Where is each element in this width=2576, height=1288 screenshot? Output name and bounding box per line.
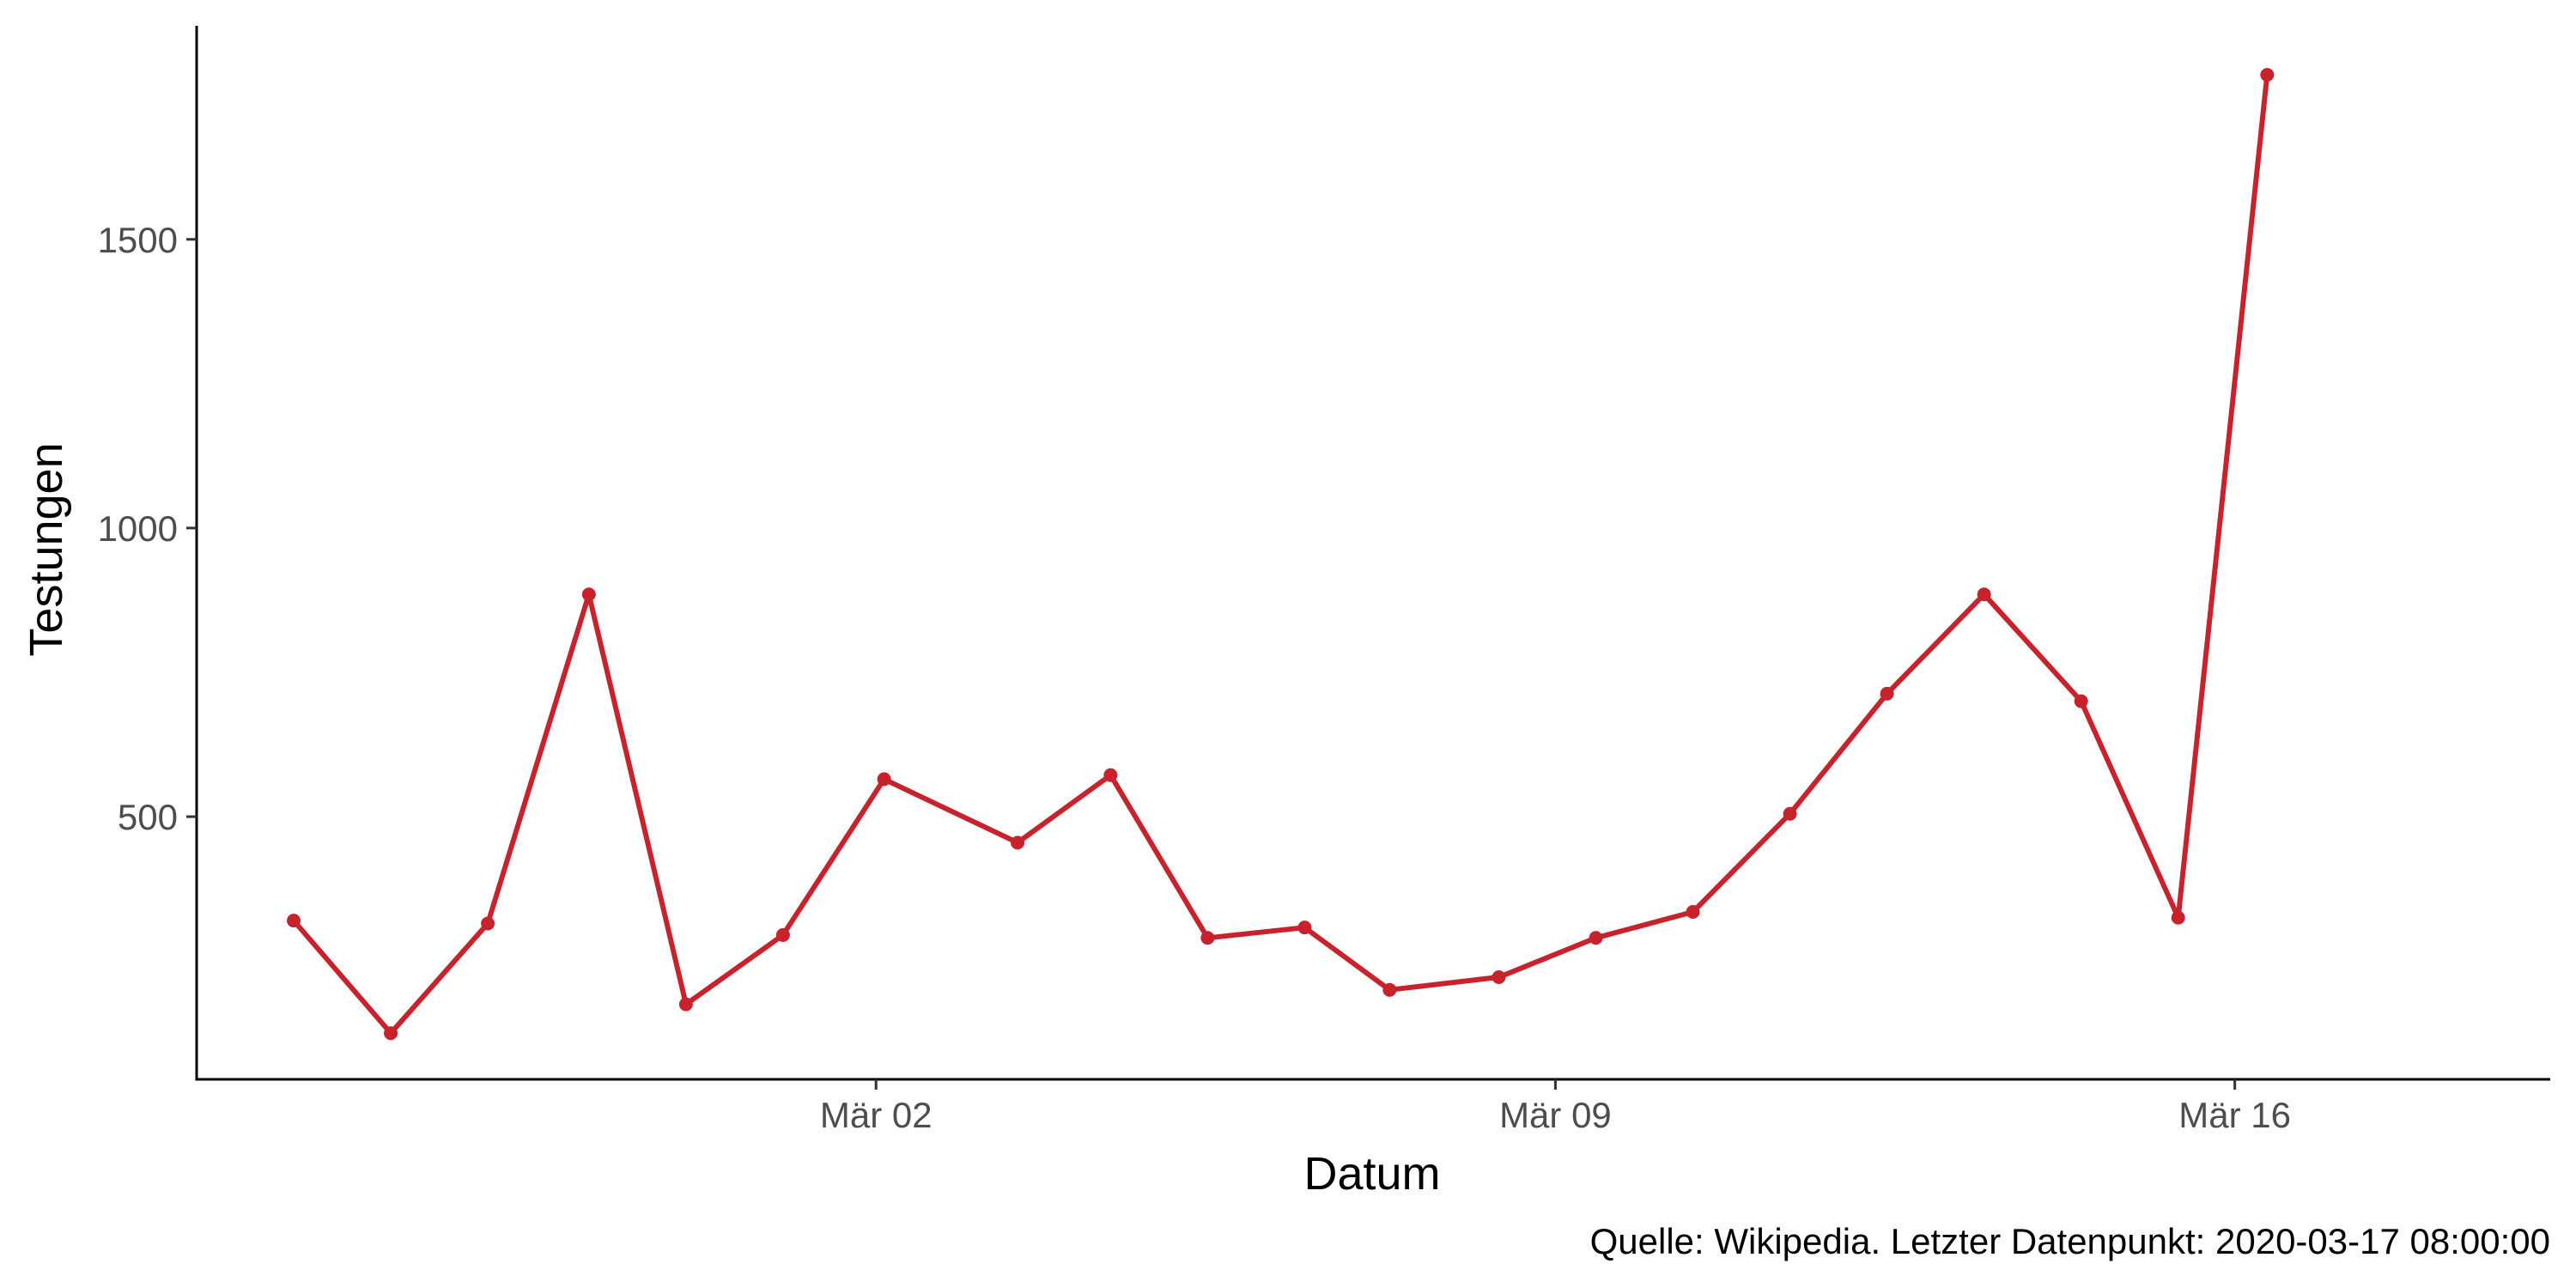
series-line bbox=[291, 72, 2270, 1036]
data-point bbox=[1686, 905, 1700, 920]
data-point bbox=[775, 927, 790, 942]
y-axis-title: Testungen bbox=[21, 442, 72, 656]
data-point bbox=[877, 772, 891, 787]
y-ticks: 500 1000 1500 bbox=[98, 220, 197, 837]
data-point bbox=[1880, 686, 1894, 701]
x-axis-title: Datum bbox=[1303, 1148, 1440, 1200]
series-layer bbox=[287, 68, 2275, 1041]
data-point bbox=[1200, 931, 1215, 945]
data-point bbox=[384, 1026, 398, 1041]
y-tick-label: 1000 bbox=[98, 508, 178, 549]
y-tick-label: 1500 bbox=[98, 220, 178, 260]
data-point bbox=[1297, 920, 1312, 935]
data-point bbox=[2074, 694, 2088, 708]
data-point bbox=[1977, 587, 1991, 602]
axes bbox=[195, 26, 2550, 1081]
data-point bbox=[1382, 982, 1397, 997]
data-point bbox=[1011, 835, 1025, 850]
x-tick-label: Mär 02 bbox=[820, 1095, 933, 1135]
data-point bbox=[481, 916, 495, 931]
x-ticks: Mär 02 Mär 09 Mär 16 bbox=[820, 1079, 2291, 1135]
x-tick-label: Mär 16 bbox=[2178, 1095, 2291, 1135]
data-point bbox=[287, 914, 301, 928]
data-point bbox=[678, 997, 693, 1012]
data-point bbox=[1492, 969, 1506, 984]
data-point bbox=[2171, 910, 2185, 925]
data-point bbox=[1783, 806, 1797, 821]
data-point bbox=[581, 587, 596, 602]
caption: Quelle: Wikipedia. Letzter Datenpunkt: 2… bbox=[1590, 1221, 2550, 1261]
data-point bbox=[1103, 768, 1118, 782]
y-tick-label: 500 bbox=[118, 797, 178, 837]
data-point bbox=[1589, 931, 1603, 945]
data-point bbox=[2260, 68, 2275, 82]
x-tick-label: Mär 09 bbox=[1499, 1095, 1612, 1135]
